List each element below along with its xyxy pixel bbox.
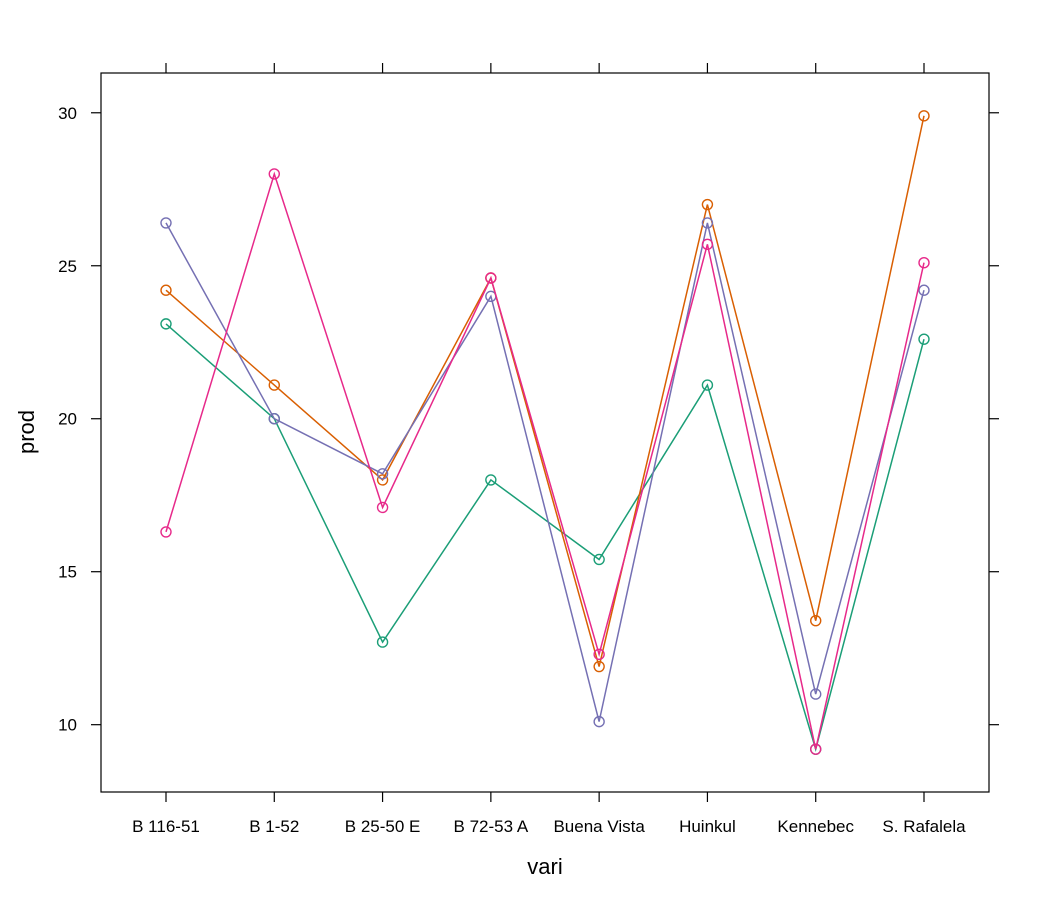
x-tick-label: Kennebec [777, 817, 854, 836]
x-tick-label: B 25-50 E [345, 817, 421, 836]
data-point [593, 553, 605, 566]
data-point [593, 715, 605, 728]
data-point [701, 238, 714, 251]
data-point [376, 468, 389, 480]
data-point [810, 743, 822, 755]
y-tick-label: 15 [58, 563, 77, 582]
series-line [165, 323, 925, 752]
x-tick-label: B 1-52 [249, 817, 299, 836]
y-tick-label: 10 [58, 716, 77, 735]
x-tick-label: B 72-53 A [454, 817, 529, 836]
data-point [376, 501, 389, 514]
x-axis: B 116-51 B 1-52 B 25-50 E B 72-53 A Buena Vi… [132, 63, 966, 836]
data-point [918, 256, 930, 269]
x-tick-label: Huinkul [679, 817, 736, 836]
data-point [160, 217, 172, 229]
data-point [918, 110, 930, 122]
data-point [485, 474, 497, 486]
series-line [165, 115, 925, 667]
y-axis: 10 15 20 25 30 [58, 104, 999, 735]
series-line [165, 171, 925, 750]
data-point [701, 379, 714, 391]
x-tick-label: Buena Vista [553, 817, 645, 836]
data-point [593, 660, 605, 673]
data-point [701, 198, 714, 211]
y-tick-label: 25 [58, 257, 77, 276]
data-point [918, 333, 930, 345]
data-point [268, 379, 280, 391]
y-tick-label: 20 [58, 410, 77, 429]
data-point [160, 526, 172, 538]
y-tick-label: 30 [58, 104, 77, 123]
data-point [160, 318, 172, 330]
data-point [918, 284, 930, 296]
x-tick-label: S. Rafalela [882, 817, 966, 836]
data-point [485, 272, 497, 284]
data-point [376, 474, 389, 486]
data-point [376, 636, 389, 648]
data-point [810, 614, 822, 627]
x-axis-title: vari [527, 854, 562, 879]
data-point [701, 217, 714, 229]
series-line [165, 222, 925, 722]
x-tick-label: B 116-51 [132, 817, 200, 836]
data-point [593, 648, 605, 661]
data-point [268, 413, 280, 425]
data-point [160, 284, 172, 296]
data-point [268, 168, 280, 180]
data-point [810, 688, 822, 700]
y-axis-title: prod [14, 410, 39, 454]
series-layer [160, 110, 930, 755]
plot-frame [100, 72, 990, 793]
